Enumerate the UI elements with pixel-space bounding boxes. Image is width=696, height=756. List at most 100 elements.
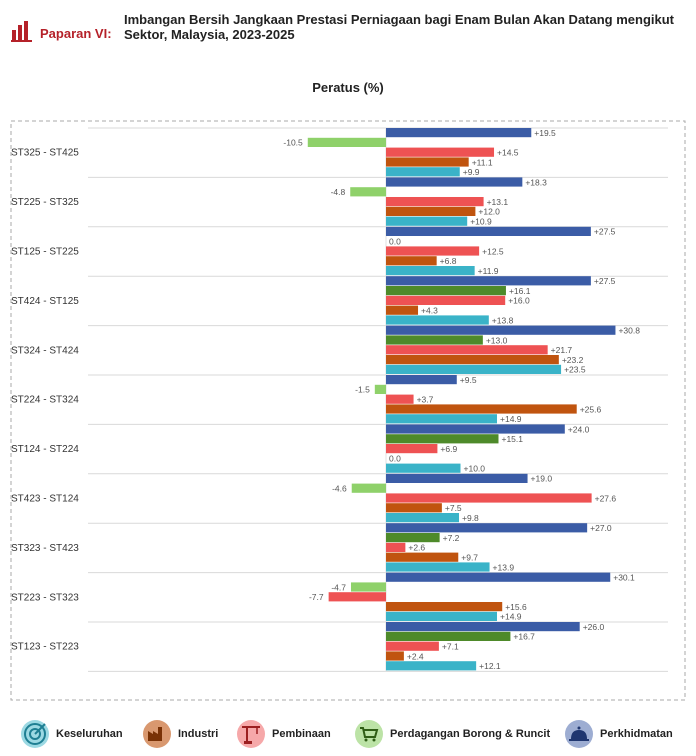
bar: [386, 167, 460, 177]
data-label: +13.1: [487, 197, 509, 207]
data-label: +30.8: [618, 326, 640, 336]
category-label: ST224 - ST324: [11, 395, 79, 406]
bar: [307, 137, 386, 147]
bar: [386, 226, 591, 236]
figure-label: Paparan VI:: [40, 26, 112, 41]
service-bell-icon: [565, 720, 593, 748]
bar: [386, 375, 457, 385]
data-label: +16.7: [513, 632, 535, 642]
bar: [350, 582, 386, 592]
shopping-cart-icon: [355, 720, 383, 748]
bar: [386, 256, 437, 266]
bar-chart-icon: [11, 21, 32, 42]
data-label: +9.7: [461, 553, 478, 563]
data-label: +9.8: [462, 513, 479, 523]
data-label: +27.5: [594, 227, 616, 237]
bar: [386, 286, 506, 296]
data-label: +9.9: [463, 167, 480, 177]
data-label: +24.0: [568, 424, 590, 434]
bar: [386, 513, 460, 523]
bar: [386, 602, 503, 612]
data-label: +25.6: [580, 404, 602, 414]
category-label: ST123 - ST223: [11, 642, 79, 653]
bar: [386, 266, 475, 276]
bar: [386, 424, 565, 434]
chart-title-line-1: Imbangan Bersih Jangkaan Prestasi Pernia…: [124, 12, 675, 27]
bar: [386, 295, 506, 305]
data-label: -10.5: [283, 138, 303, 148]
data-label: +16.1: [509, 286, 531, 296]
bar: [386, 611, 498, 621]
bar: [386, 404, 577, 414]
bar: [386, 533, 440, 543]
bar: [386, 325, 616, 335]
category-label: ST323 - ST423: [11, 543, 79, 554]
bar: [374, 384, 386, 394]
bar: [386, 651, 404, 661]
legend-label: Perkhidmatan: [600, 728, 673, 740]
data-label: -7.7: [309, 592, 324, 602]
data-label: +19.5: [534, 128, 556, 138]
data-label: +13.0: [486, 335, 508, 345]
data-label: +30.1: [613, 573, 635, 583]
data-label: -4.6: [332, 484, 347, 494]
data-label: +23.2: [562, 355, 584, 365]
category-label: ST223 - ST323: [11, 592, 79, 603]
legend-item: Perkhidmatan: [564, 716, 673, 752]
data-label: +3.7: [417, 395, 434, 405]
data-label: +10.0: [464, 464, 486, 474]
category-label: ST324 - ST424: [11, 345, 79, 356]
bar: [386, 177, 523, 187]
data-label: 0.0: [389, 237, 401, 247]
data-label: +11.1: [472, 157, 493, 167]
data-label: +12.0: [478, 207, 500, 217]
bar: [386, 364, 562, 374]
data-label: +6.8: [440, 256, 457, 266]
bar: [386, 523, 588, 533]
chart-title-line-2: Sektor, Malaysia, 2023-2025: [124, 27, 295, 42]
category-label: ST325 - ST425: [11, 148, 79, 159]
legend-label: Keseluruhan: [56, 728, 123, 740]
bar: [386, 493, 592, 503]
data-label: +13.8: [492, 315, 514, 325]
bar: [386, 444, 438, 454]
data-label: 0.0: [389, 454, 401, 464]
bar: [386, 463, 461, 473]
data-label: +11.9: [478, 266, 499, 276]
data-label: +15.1: [501, 434, 523, 444]
crane-icon: [237, 720, 265, 748]
bar: [386, 206, 476, 216]
legend-label: Perdagangan Borong & Runcit: [390, 728, 551, 740]
bar: [386, 394, 414, 404]
legend-label: Pembinaan: [272, 728, 331, 740]
bar: [386, 414, 498, 424]
bar: [386, 631, 511, 641]
bar: [386, 572, 611, 582]
chart-header: Paparan VI: Imbangan Bersih Jangkaan Pre…: [0, 0, 696, 46]
data-label: +14.5: [497, 148, 519, 158]
bar: [386, 157, 469, 167]
data-label: +13.9: [493, 562, 515, 572]
data-label: +15.6: [505, 602, 527, 612]
data-label: +18.3: [525, 177, 547, 187]
data-label: +26.0: [583, 622, 605, 632]
plot-frame: [10, 120, 686, 701]
bar: [386, 197, 484, 207]
bar: [386, 622, 580, 632]
bar: [386, 147, 495, 157]
data-label: +4.3: [421, 306, 438, 316]
data-label: +19.0: [531, 474, 553, 484]
data-label: +14.9: [500, 414, 522, 424]
bar: [386, 355, 559, 365]
data-label: +7.2: [443, 533, 460, 543]
data-label: +27.0: [590, 523, 612, 533]
data-label: +21.7: [551, 345, 573, 355]
bar: [351, 483, 386, 493]
data-label: +9.5: [460, 375, 477, 385]
data-label: +12.5: [482, 246, 504, 256]
bar: [386, 315, 489, 325]
data-label: +2.6: [408, 543, 425, 553]
bar: [386, 345, 548, 355]
bar: [386, 128, 532, 138]
category-label: ST423 - ST124: [11, 494, 79, 505]
